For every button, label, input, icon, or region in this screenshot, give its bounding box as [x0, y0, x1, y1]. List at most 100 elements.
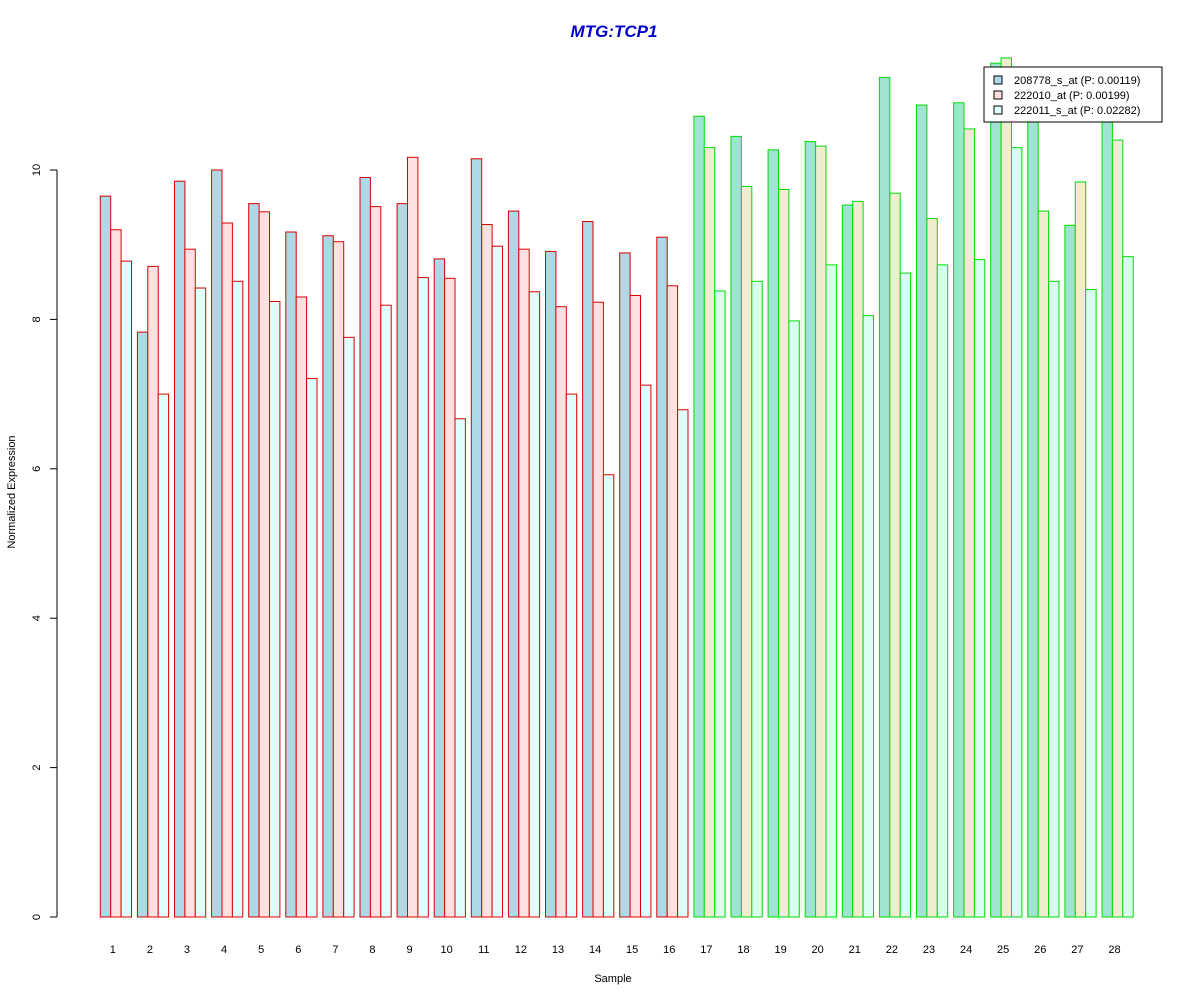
- legend-swatch: [993, 90, 1003, 100]
- bar-1-sample-17: [693, 115, 705, 918]
- bar-2-sample-17: [703, 147, 716, 918]
- bar-3-sample-18: [751, 280, 763, 918]
- y-tick-label: 0: [31, 914, 43, 920]
- bar-3-sample-26: [1048, 280, 1060, 918]
- bar-1-sample-4: [211, 169, 223, 918]
- bar-3-sample-22: [899, 272, 912, 918]
- bar-2-sample-3: [184, 248, 196, 918]
- bar-3-sample-20: [825, 264, 837, 918]
- bar-2-sample-5: [258, 211, 271, 918]
- bar-2-sample-27: [1074, 181, 1087, 918]
- x-axis-label: Sample: [594, 973, 631, 985]
- x-tick-label: 12: [515, 944, 527, 956]
- x-tick-labels: 1 2 3 4 5 6 7 8 9 10 11 12 13 14 15 16 17 18 19 20 21 22 23 24 2…: [110, 944, 1121, 956]
- bar-3-sample-8: [380, 304, 392, 918]
- bar-3-sample-11: [491, 245, 504, 918]
- bar-1-sample-20: [804, 141, 817, 918]
- bar-2-sample-8: [369, 206, 382, 918]
- y-tick-label: 10: [31, 164, 43, 176]
- bar-1-sample-18: [730, 135, 742, 918]
- y-tick-label: 2: [31, 765, 43, 771]
- x-tick-label: 21: [849, 944, 861, 956]
- y-axis: 0 2 4 6 8 10: [31, 164, 58, 920]
- bar-2-sample-18: [740, 185, 753, 918]
- bar-2-sample-24: [963, 128, 975, 918]
- bar-1-sample-1: [99, 195, 112, 918]
- bar-2-sample-12: [518, 248, 530, 918]
- x-tick-label: 5: [258, 944, 264, 956]
- y-tick-label: 8: [31, 316, 43, 322]
- x-tick-label: 18: [737, 944, 749, 956]
- bar-2-sample-16: [666, 285, 679, 918]
- x-tick-label: 23: [923, 944, 935, 956]
- x-tick-label: 11: [478, 944, 489, 956]
- y-tick-label: 6: [31, 466, 43, 472]
- bar-1-sample-16: [656, 236, 668, 918]
- bar-3-sample-9: [417, 277, 429, 918]
- bar-1-sample-26: [1027, 72, 1039, 918]
- bar-1-sample-25: [990, 62, 1002, 918]
- legend-box: [983, 66, 1163, 123]
- bar-2-sample-11: [481, 224, 493, 918]
- bar-2-sample-22: [889, 192, 901, 918]
- bar-2-sample-14: [592, 301, 604, 918]
- bar-1-sample-12: [507, 210, 520, 918]
- bar-2-sample-6: [295, 296, 308, 918]
- bar-3-sample-5: [269, 300, 281, 918]
- bar-2-sample-20: [815, 145, 827, 918]
- x-tick-label: 25: [997, 944, 1009, 956]
- bar-1-sample-28: [1101, 116, 1113, 918]
- bar-2-sample-19: [778, 188, 790, 918]
- bar-1-sample-13: [545, 250, 557, 918]
- bar-3-sample-21: [862, 315, 874, 918]
- bar-1-sample-27: [1064, 224, 1076, 918]
- bar-1-sample-11: [470, 158, 483, 918]
- bar-2-sample-25: [1000, 57, 1012, 918]
- bar-3-sample-3: [194, 287, 207, 918]
- x-tick-label: 20: [812, 944, 824, 956]
- bar-2-sample-9: [407, 156, 419, 918]
- bar-3-sample-17: [714, 290, 726, 918]
- y-axis-label: Normalized Expression: [6, 435, 18, 548]
- legend-label: 208778_s_at (P: 0.00119): [1014, 75, 1140, 87]
- bar-1-sample-23: [916, 104, 928, 918]
- chart-title: MTG:TCP1: [571, 22, 658, 41]
- x-tick-label: 8: [369, 944, 375, 956]
- bar-2-sample-26: [1037, 210, 1050, 918]
- bar-1-sample-3: [174, 180, 186, 918]
- x-tick-label: 22: [886, 944, 898, 956]
- x-tick-label: 24: [960, 944, 972, 956]
- bar-2-sample-4: [221, 222, 233, 918]
- bar-3-sample-23: [936, 264, 949, 918]
- bar-2-sample-28: [1111, 139, 1124, 918]
- legend-label: 222010_at (P: 0.00199): [1014, 90, 1130, 102]
- legend-label: 222011_s_at (P: 0.02282): [1014, 105, 1140, 117]
- bar-3-sample-28: [1122, 256, 1134, 918]
- x-tick-label: 13: [552, 944, 564, 956]
- bar-3-sample-24: [973, 259, 986, 918]
- bar-3-sample-6: [306, 377, 318, 918]
- bar-1-sample-10: [433, 258, 446, 918]
- bar-1-sample-14: [582, 221, 594, 918]
- bar-2-sample-1: [110, 229, 122, 918]
- x-tick-label: 19: [774, 944, 786, 956]
- x-tick-label: 7: [332, 944, 338, 956]
- bar-1-sample-8: [359, 176, 371, 918]
- bar-1-sample-22: [878, 76, 891, 918]
- x-tick-label: 3: [184, 944, 190, 956]
- bar-1-sample-6: [285, 231, 297, 918]
- bar-2-sample-2: [147, 265, 159, 918]
- x-tick-label: 16: [663, 944, 675, 956]
- bar-3-sample-10: [454, 418, 466, 918]
- bar-1-sample-21: [841, 204, 854, 918]
- y-tick-label: 4: [31, 615, 43, 621]
- bar-3-sample-2: [157, 393, 170, 918]
- bar-2-sample-13: [555, 306, 567, 918]
- bar-2-sample-15: [629, 294, 641, 918]
- bar-2-sample-21: [852, 200, 864, 918]
- x-tick-label: 4: [221, 944, 227, 956]
- bar-3-sample-13: [565, 393, 578, 918]
- x-tick-label: 28: [1108, 944, 1120, 956]
- legend: 208778_s_at (P: 0.00119) 222010_at (P: 0.…: [983, 66, 1163, 123]
